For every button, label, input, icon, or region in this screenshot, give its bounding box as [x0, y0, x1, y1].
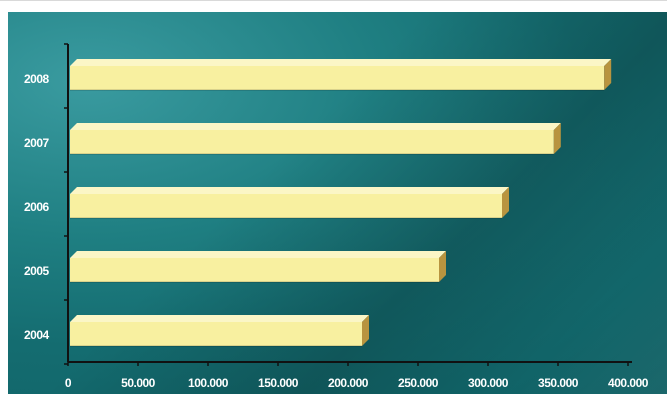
x-tick-label: 400.000	[608, 376, 649, 390]
bar-2006	[70, 187, 509, 219]
x-tick-label: 200.000	[328, 376, 369, 390]
bar-2008	[70, 59, 612, 91]
bar-top-2008	[70, 59, 612, 66]
bar-side-2006	[502, 187, 509, 218]
y-tick-label-2007: 2007	[24, 136, 50, 150]
x-tick-label: 100.000	[188, 376, 229, 390]
bar-side-2005	[439, 251, 446, 282]
y-tick-label-2004: 2004	[24, 328, 50, 342]
bar-top-2006	[70, 187, 509, 194]
bar-side-2008	[604, 59, 612, 90]
bars-layer	[70, 59, 612, 347]
bar-side-2007	[553, 123, 561, 154]
bar-face-2008	[70, 66, 605, 90]
y-tick-layer: 2008 2007 2006 2005 2004	[24, 43, 68, 365]
x-tick-label: 0	[65, 376, 72, 390]
y-tick-label-2008: 2008	[24, 72, 50, 86]
bar-side-2004	[362, 315, 369, 346]
bar-top-2004	[70, 315, 369, 322]
bar-face-2007	[70, 130, 554, 154]
x-tick-label: 350.000	[538, 376, 579, 390]
bar-face-2004	[70, 322, 362, 346]
x-tick-label: 150.000	[258, 376, 299, 390]
bar-top-2007	[70, 123, 561, 130]
axes-layer	[67, 44, 632, 363]
bar-2007	[70, 123, 561, 155]
x-tick-label: 250.000	[398, 376, 439, 390]
bar-2005	[70, 251, 446, 283]
x-tick-layer: 0 50.000 100.000 150.000 200.000 250.000 300.0…	[65, 362, 649, 390]
top-rule	[0, 0, 667, 1]
bar-2004	[70, 315, 369, 347]
bar-top-2005	[70, 251, 446, 258]
y-tick-label-2005: 2005	[24, 264, 50, 278]
x-tick-label: 50.000	[121, 376, 156, 390]
x-tick-label: 300.000	[468, 376, 509, 390]
bar-face-2006	[70, 194, 502, 218]
y-tick-label-2006: 2006	[24, 200, 50, 214]
bar-face-2005	[70, 258, 439, 282]
